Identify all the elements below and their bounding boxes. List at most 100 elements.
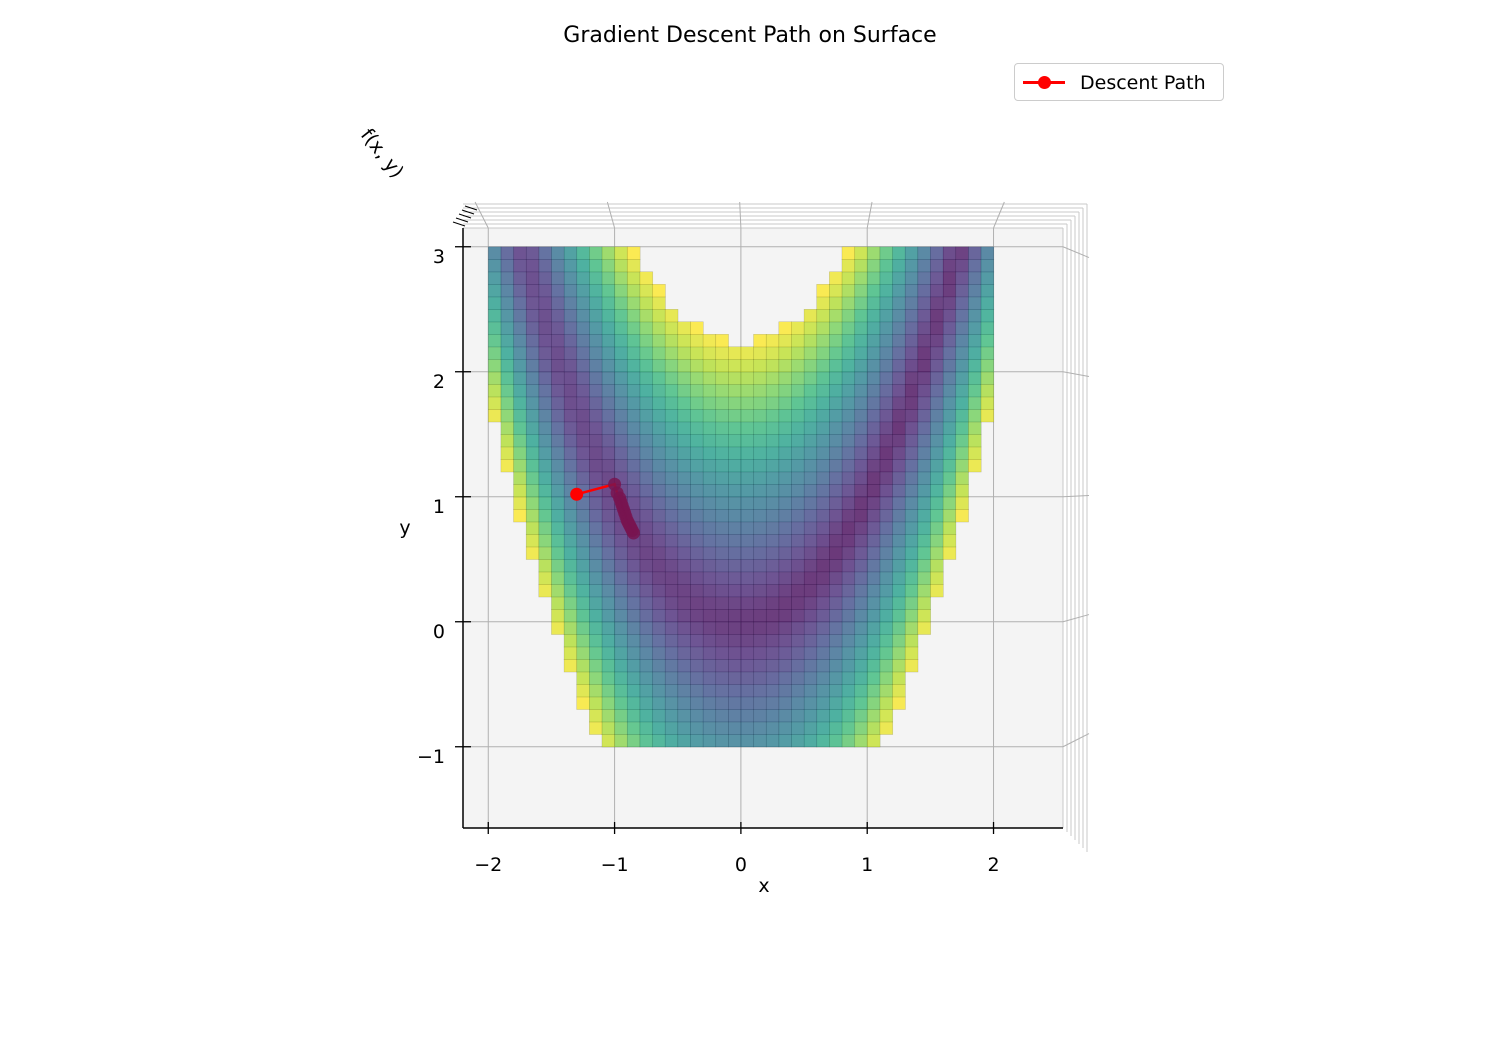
surface-cell [955,496,969,510]
surface-cell [538,284,552,298]
surface-cell [816,496,830,510]
surface-cell [841,659,856,673]
surface-cell [690,696,704,710]
surface-cell [626,309,641,323]
surface-cell [854,634,868,648]
surface-cell [728,559,742,573]
surface-cell [803,671,818,685]
surface-cell [791,696,805,710]
surface-cell [917,246,931,260]
surface-cell [589,334,603,348]
surface-cell [538,359,552,373]
surface-cell [626,546,641,560]
surface-cell [904,309,919,323]
x-tick-label: −2 [474,854,502,876]
surface-cell [728,671,742,685]
surface-cell [879,321,894,335]
surface-cell [765,434,780,448]
surface-cell [841,359,856,373]
surface-cell [500,421,515,435]
surface-cell [513,384,527,398]
surface-cell [488,384,502,398]
surface-cell [551,246,565,260]
surface-cell [500,409,515,423]
surface-cell [728,371,742,385]
surface-cell [664,684,679,698]
surface-cell [803,371,818,385]
surface-cell [551,284,565,298]
surface-cell [765,546,780,560]
surface-cell [589,596,603,610]
surface-cell [715,434,729,448]
surface-cell [677,521,691,535]
surface-cell [639,496,654,510]
surface-cell [601,559,616,573]
surface-cell [500,359,515,373]
surface-cell [778,321,792,335]
surface-cell [778,696,792,710]
surface-cell [866,721,881,735]
surface-cell [778,671,792,685]
surface-cell [816,621,830,635]
z-tick-mark [455,217,469,223]
surface-cell [791,621,805,635]
surface-cell [829,496,843,510]
surface-cell [980,346,995,360]
surface-cell [728,621,742,635]
surface-cell [841,734,856,748]
surface-cell [728,534,742,548]
surface-cell [614,384,628,398]
surface-cell [639,471,654,485]
surface-cell [664,309,679,323]
surface-cell [854,421,868,435]
surface-cell [626,596,641,610]
surface-cell [892,371,906,385]
surface-cell [664,334,679,348]
surface-cell [488,371,502,385]
surface-cell [816,646,830,660]
surface-cell [803,321,818,335]
surface-cell [917,459,931,473]
surface-cell [816,284,830,298]
surface-cell [702,396,717,410]
surface-cell [664,496,679,510]
surface-cell [652,559,666,573]
surface-cell [942,546,957,560]
surface-cell [702,521,717,535]
surface-cell [816,521,830,535]
surface-cell [563,646,578,660]
surface-cell [563,521,578,535]
surface-cell [702,471,717,485]
surface-cell [576,509,590,523]
surface-cell [626,246,641,260]
surface-cell [816,446,830,460]
surface-cell [778,496,792,510]
surface-cell [639,634,654,648]
surface-cell [816,696,830,710]
surface-cell [829,396,843,410]
surface-cell [513,434,527,448]
surface-cell [854,259,868,273]
surface-cell [728,359,742,373]
surface-cell [664,396,679,410]
surface-cell [879,409,894,423]
surface-cell [525,309,540,323]
surface-cell [563,334,578,348]
surface-cell [677,646,691,660]
surface-cell [664,434,679,448]
surface-cell [753,371,767,385]
surface-cell [942,509,957,523]
surface-cell [538,546,552,560]
surface-cell [968,334,982,348]
surface-cell [791,721,805,735]
surface-cell [955,334,969,348]
z-tick-mark [458,213,472,219]
surface-cell [803,684,818,698]
surface-cell [639,334,654,348]
surface-cell [753,659,767,673]
surface-cell [677,659,691,673]
surface-cell [968,309,982,323]
surface-cell [753,571,767,585]
surface-cell [803,521,818,535]
surface-cell [841,284,856,298]
